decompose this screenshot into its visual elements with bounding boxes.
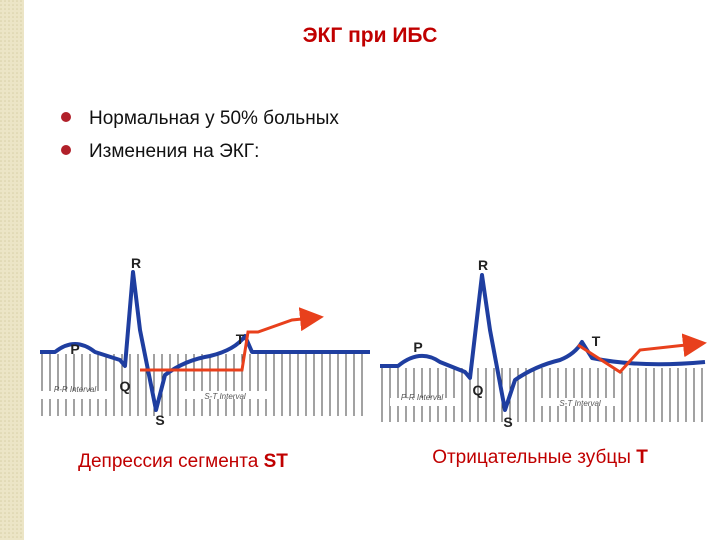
wave-label: R [131,255,141,271]
t-inversion-line [577,333,707,374]
wave-label: P [70,341,79,357]
caption: Депрессия сегмента ST [78,451,288,472]
ecg-figure: P-R Interval S-T Interval R P T Q S Отри… [380,257,707,468]
wave-label: Q [473,382,484,398]
caption-bold: T [636,447,648,468]
caption-text: Отрицательные зубцы [432,447,636,468]
interval-label: S-T Interval [204,392,246,401]
bullet-icon [61,145,71,155]
ecg-figure: P-R Interval S-T Interval R P T Q S Депр… [37,252,370,472]
wave-label: Q [120,378,131,394]
caption-text: Депрессия сегмента [78,451,264,472]
caption: Отрицательные зубцы T [432,447,648,468]
wave-label: T [236,331,245,347]
interval-label: P-R Interval [54,385,96,394]
title: ЭКГ при ИБС [303,24,438,47]
bullet: Изменения на ЭКГ: [89,141,259,162]
caption-bold: ST [264,451,289,472]
bullets: Нормальная у 50% больных Изменения на ЭК… [61,108,339,162]
bullet-icon [61,112,71,122]
side-strip [0,0,24,540]
st-depression-line [140,307,324,372]
interval-label: S-T Interval [559,399,601,408]
wave-label: R [478,257,488,273]
wave-label: P [413,339,422,355]
ecg-trace [380,273,706,412]
wave-label: T [592,333,601,349]
bullet: Нормальная у 50% больных [89,108,339,129]
wave-label: S [155,412,164,428]
interval-label: P-R Interval [401,393,443,402]
wave-label: S [503,414,512,430]
